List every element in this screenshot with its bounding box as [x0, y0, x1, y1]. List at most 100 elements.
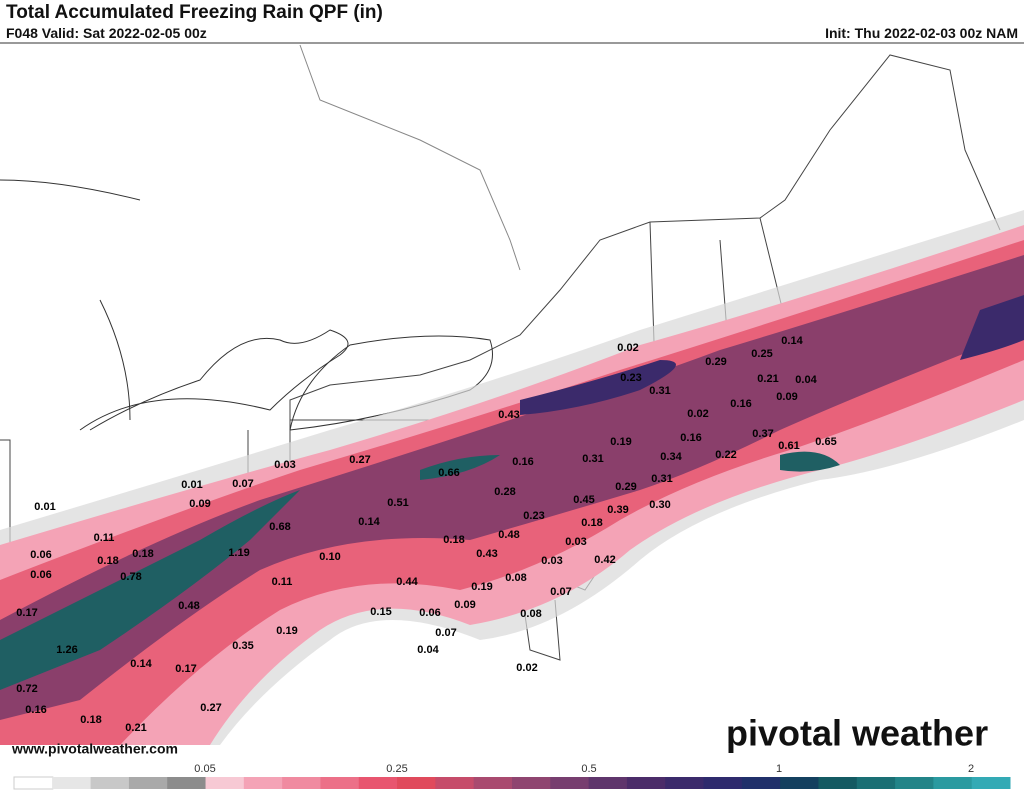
point-label: 0.30 [649, 499, 670, 511]
point-label: 0.65 [815, 436, 836, 448]
point-label: 0.08 [520, 608, 541, 620]
colorbar-swatch [397, 777, 436, 789]
point-label: 0.21 [757, 373, 778, 385]
point-label: 0.01 [181, 479, 202, 491]
point-label: 0.27 [200, 702, 221, 714]
point-label: 0.43 [476, 548, 497, 560]
point-label: 0.21 [125, 722, 146, 734]
point-label: 0.48 [498, 529, 519, 541]
init-time: Init: Thu 2022-02-03 00z NAM [825, 25, 1018, 41]
colorbar-label: 1 [776, 763, 782, 775]
point-label: 0.18 [132, 548, 153, 560]
point-label: 0.16 [25, 704, 46, 716]
colorbar: 0.05 0.25 0.5 1 2 [13, 763, 1011, 790]
point-label: 0.31 [582, 453, 603, 465]
point-label: 0.08 [505, 572, 526, 584]
point-label: 0.19 [610, 436, 631, 448]
colorbar-swatch [90, 777, 130, 789]
point-label: 0.23 [523, 510, 544, 522]
point-label: 0.28 [494, 486, 515, 498]
colorbar-swatch [167, 777, 207, 789]
point-label: 0.09 [454, 599, 475, 611]
colorbar-swatch [282, 777, 321, 789]
point-label: 0.68 [269, 521, 290, 533]
colorbar-swatch [933, 777, 973, 789]
point-label: 0.03 [274, 459, 295, 471]
point-label: 0.02 [516, 662, 537, 674]
point-label: 0.17 [175, 663, 196, 675]
point-label: 0.11 [94, 532, 115, 544]
point-label: 0.19 [276, 625, 297, 637]
point-label: 0.16 [730, 398, 751, 410]
valid-time: F048 Valid: Sat 2022-02-05 00z [6, 25, 207, 41]
colorbar-swatch [243, 777, 283, 789]
point-label: 0.18 [443, 534, 464, 546]
colorbar-label: 0.05 [194, 763, 215, 775]
colorbar-swatch [780, 777, 819, 789]
point-label: 0.07 [550, 586, 571, 598]
point-label: 0.42 [594, 554, 615, 566]
source-url: www.pivotalweather.com [11, 741, 178, 757]
point-label: 0.27 [349, 454, 370, 466]
point-label: 1.19 [228, 547, 249, 559]
point-label: 0.14 [130, 658, 152, 670]
point-label: 0.31 [651, 473, 672, 485]
point-label: 0.25 [751, 348, 772, 360]
point-label: 0.34 [660, 451, 682, 463]
point-label: 0.18 [581, 517, 602, 529]
point-label: 0.78 [120, 571, 141, 583]
point-label: 0.66 [438, 467, 459, 479]
watermark: pivotal weather [726, 713, 988, 754]
point-label: 0.16 [512, 456, 533, 468]
colorbar-label: 0.25 [386, 763, 407, 775]
colorbar-swatch [473, 777, 513, 789]
colorbar-swatch [818, 777, 858, 789]
point-label: 0.37 [752, 428, 773, 440]
point-label: 0.06 [419, 607, 440, 619]
colorbar-swatch [856, 777, 896, 789]
point-label: 0.03 [565, 536, 586, 548]
point-label: 0.07 [232, 478, 253, 490]
colorbar-swatch [512, 777, 551, 789]
point-label: 0.51 [387, 497, 408, 509]
point-label: 0.44 [396, 576, 418, 588]
point-label: 0.10 [319, 551, 340, 563]
point-label: 0.06 [30, 549, 51, 561]
point-label: 0.29 [705, 356, 726, 368]
colorbar-swatch [550, 777, 590, 789]
point-label: 0.02 [687, 408, 708, 420]
point-label: 0.01 [34, 501, 55, 513]
title: Total Accumulated Freezing Rain QPF (in) [6, 2, 383, 23]
point-label: 0.18 [80, 714, 101, 726]
point-label: 0.29 [615, 481, 636, 493]
point-label: 0.11 [272, 576, 293, 588]
point-label: 0.09 [189, 498, 210, 510]
colorbar-swatch [665, 777, 705, 789]
point-label: 0.03 [541, 555, 562, 567]
point-label: 0.07 [435, 627, 456, 639]
colorbar-label: 2 [968, 763, 974, 775]
precip-field [0, 210, 1024, 745]
point-label: 0.31 [649, 385, 670, 397]
point-label: 0.14 [781, 335, 803, 347]
point-label: 0.04 [417, 644, 439, 656]
colorbar-swatch [971, 777, 1011, 789]
colorbar-swatch [13, 776, 54, 790]
point-label: 0.48 [178, 600, 199, 612]
colorbar-swatch [703, 777, 743, 789]
colorbar-swatch [626, 777, 666, 789]
point-label: 0.45 [573, 494, 594, 506]
point-label: 0.19 [471, 581, 492, 593]
colorbar-swatch [895, 777, 934, 789]
point-label: 0.04 [795, 374, 817, 386]
point-label: 0.14 [358, 516, 380, 528]
point-label: 0.17 [16, 607, 37, 619]
point-label: 0.18 [97, 555, 118, 567]
colorbar-label: 0.5 [581, 763, 596, 775]
point-label: 0.02 [617, 342, 638, 354]
point-label: 0.39 [607, 504, 628, 516]
point-label: 0.43 [498, 409, 519, 421]
colorbar-swatch [52, 777, 92, 789]
